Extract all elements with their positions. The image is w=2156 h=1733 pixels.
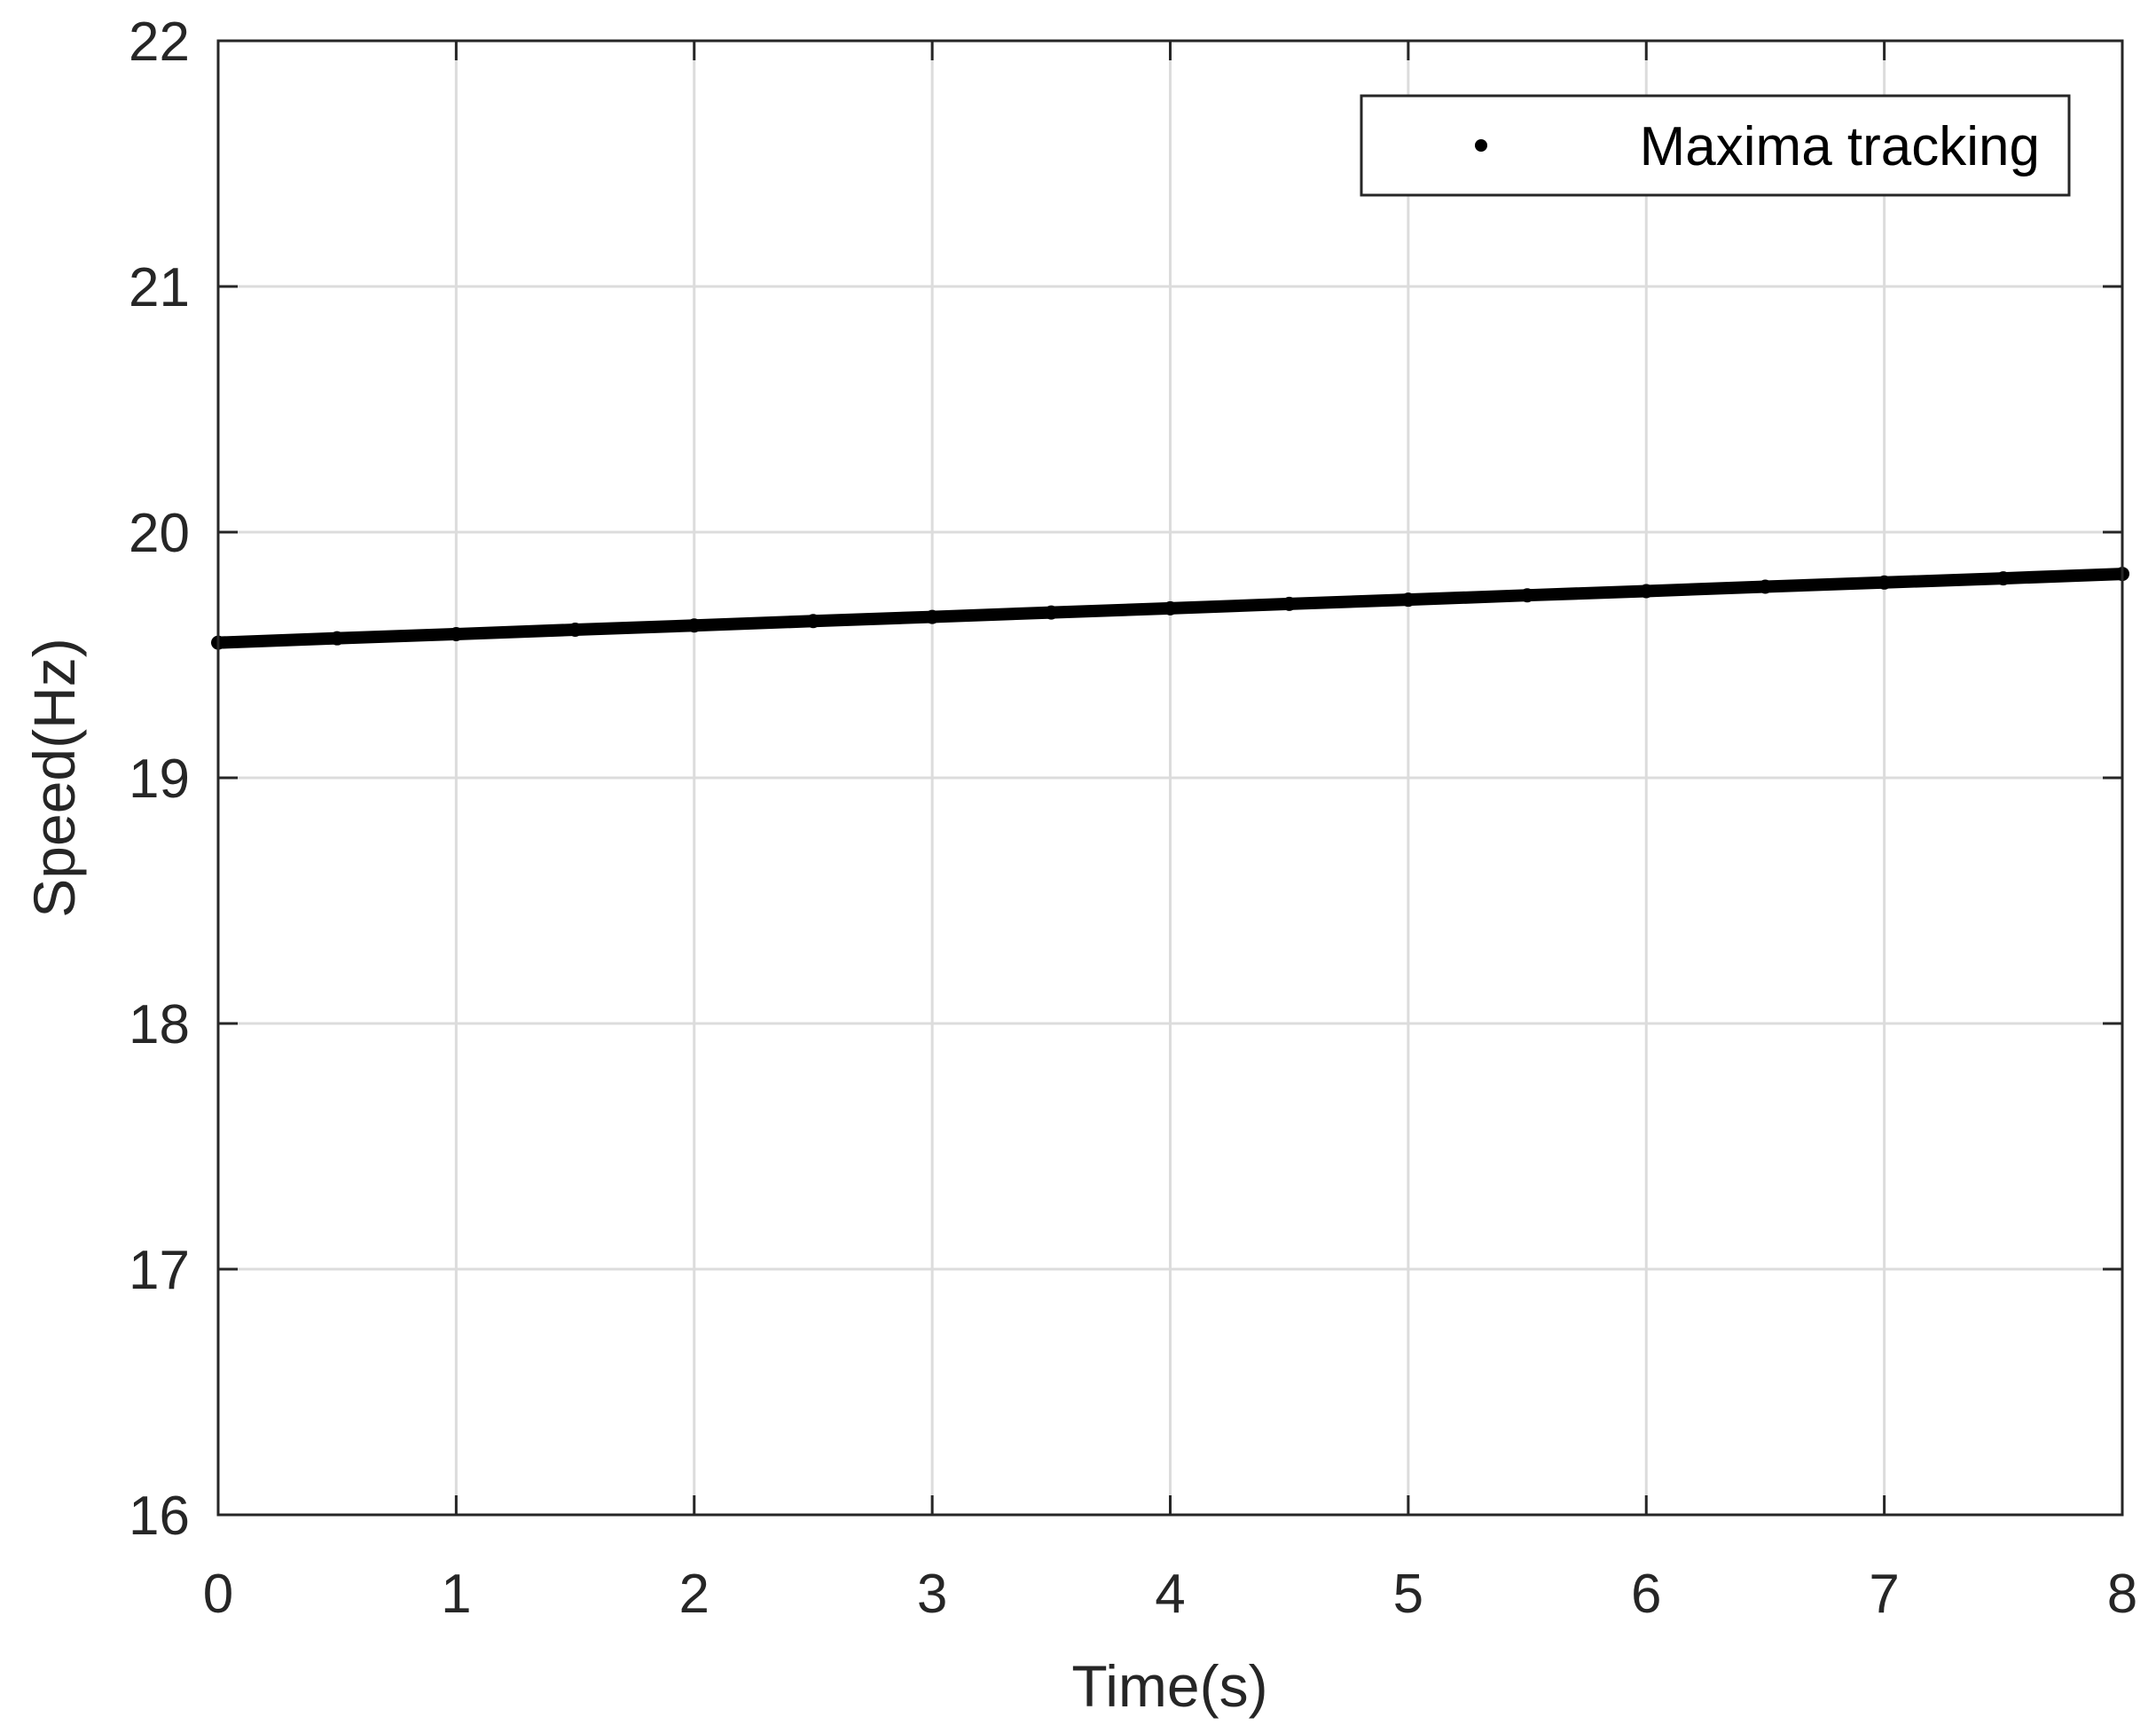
y-tick-label: 16: [129, 1486, 190, 1547]
x-axis-title: Time(s): [1071, 1653, 1267, 1719]
series-point: [1400, 592, 1415, 608]
series-point: [568, 622, 583, 637]
y-tick-label: 19: [129, 749, 190, 810]
grid: [218, 41, 2122, 1515]
series-point: [805, 614, 820, 629]
x-tick-label: 2: [679, 1564, 710, 1625]
x-tick-label: 0: [203, 1564, 233, 1625]
y-axis-title: Speed(Hz): [21, 638, 87, 917]
x-tick-label: 1: [441, 1564, 471, 1625]
y-tick-label: 22: [129, 12, 190, 73]
y-tick-label: 21: [129, 257, 190, 318]
legend-label: Maxima tracking: [1640, 116, 2040, 177]
series-point: [449, 626, 464, 641]
series-point: [1639, 584, 1654, 599]
y-tick-label: 17: [129, 1240, 190, 1301]
x-tick-label: 5: [1393, 1564, 1423, 1625]
y-tick-label: 18: [129, 994, 190, 1055]
series-point: [1758, 579, 1773, 594]
y-tick-labels: 16 17 18 19 20 21 22: [129, 12, 190, 1547]
legend-marker-dot: [1475, 139, 1487, 152]
series-point: [925, 609, 940, 624]
series-point: [1163, 600, 1178, 616]
y-tick-label: 20: [129, 503, 190, 564]
series-point: [1044, 605, 1059, 620]
series-point: [330, 631, 345, 646]
series-point: [1877, 575, 1892, 590]
legend: Maxima tracking: [1360, 94, 2071, 197]
series-layer: [211, 567, 2129, 650]
x-tick-label: 4: [1155, 1564, 1185, 1625]
x-tick-label: 8: [2107, 1564, 2137, 1625]
series-point: [1520, 588, 1535, 603]
series-point: [1282, 596, 1297, 611]
plot-frame: [216, 39, 2124, 1517]
series-point: [686, 618, 702, 633]
x-tick-label: 3: [917, 1564, 947, 1625]
x-tick-labels: 0 1 2 3 4 5 6 7 8: [203, 1564, 2137, 1625]
x-tick-label: 6: [1631, 1564, 1661, 1625]
series-point: [1995, 571, 2011, 586]
x-tick-label: 7: [1869, 1564, 1899, 1625]
